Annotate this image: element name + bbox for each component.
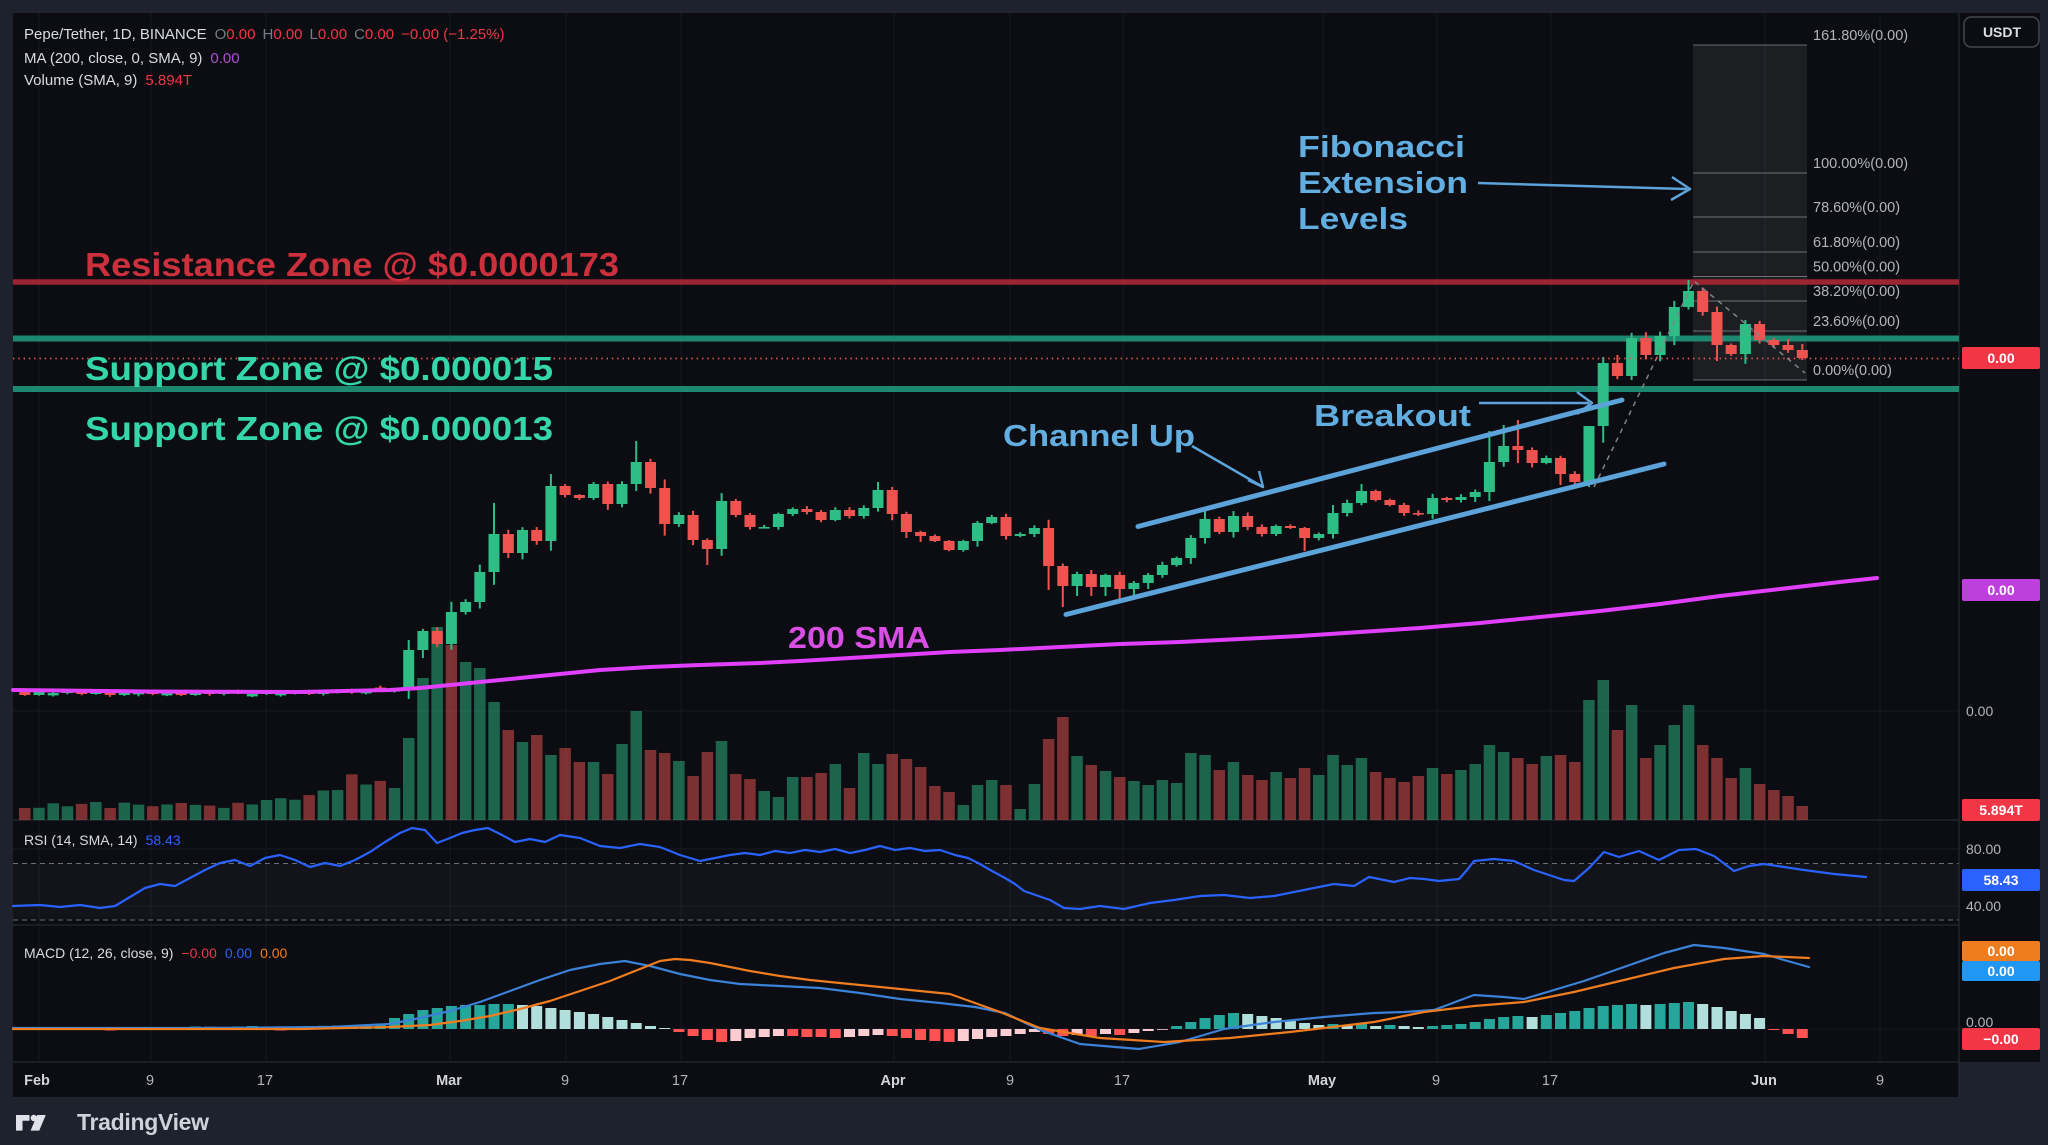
svg-text:23.60%(0.00): 23.60%(0.00) xyxy=(1813,314,1900,330)
svg-text:0.00: 0.00 xyxy=(1987,963,2014,979)
svg-text:USDT: USDT xyxy=(1983,24,2022,40)
svg-text:Channel Up: Channel Up xyxy=(1003,418,1195,453)
svg-text:MA (200, close, 0, SMA, 9)0.00: MA (200, close, 0, SMA, 9) 0.00 xyxy=(24,50,240,67)
svg-text:9: 9 xyxy=(561,1073,569,1089)
svg-text:61.80%(0.00): 61.80%(0.00) xyxy=(1813,235,1900,251)
svg-text:May: May xyxy=(1308,1073,1336,1089)
svg-text:9: 9 xyxy=(146,1073,154,1089)
svg-text:17: 17 xyxy=(672,1073,688,1089)
svg-text:58.43: 58.43 xyxy=(1983,872,2018,888)
svg-text:78.60%(0.00): 78.60%(0.00) xyxy=(1813,200,1900,216)
svg-text:17: 17 xyxy=(1542,1073,1558,1089)
svg-text:Feb: Feb xyxy=(24,1073,50,1089)
svg-text:Resistance Zone @ $0.0000173: Resistance Zone @ $0.0000173 xyxy=(85,246,619,283)
svg-text:9: 9 xyxy=(1876,1073,1884,1089)
svg-text:RSI (14, SMA, 14)58.43: RSI (14, SMA, 14) 58.43 xyxy=(24,832,181,848)
svg-text:17: 17 xyxy=(1114,1073,1130,1089)
svg-text:40.00: 40.00 xyxy=(1966,898,2001,914)
svg-text:17: 17 xyxy=(257,1073,273,1089)
svg-text:MACD (12, 26, close, 9)−0.000.: MACD (12, 26, close, 9) −0.00 0.00 0.00 xyxy=(24,945,288,961)
svg-text:5.894T: 5.894T xyxy=(1979,802,2023,818)
svg-text:0.00: 0.00 xyxy=(1987,350,2014,366)
svg-text:100.00%(0.00): 100.00%(0.00) xyxy=(1813,156,1908,172)
svg-text:Jun: Jun xyxy=(1751,1073,1777,1089)
svg-text:Breakout: Breakout xyxy=(1314,398,1471,433)
svg-text:Mar: Mar xyxy=(436,1073,462,1089)
svg-text:Support Zone @ $0.000013: Support Zone @ $0.000013 xyxy=(85,410,553,447)
svg-text:0.00: 0.00 xyxy=(1966,1014,1993,1030)
svg-text:Fibonacci: Fibonacci xyxy=(1298,129,1465,164)
svg-text:0.00: 0.00 xyxy=(1987,582,2014,598)
svg-text:0.00: 0.00 xyxy=(1966,703,1993,719)
svg-text:Support Zone @ $0.000015: Support Zone @ $0.000015 xyxy=(85,350,553,387)
svg-text:161.80%(0.00): 161.80%(0.00) xyxy=(1813,28,1908,44)
svg-text:Extension: Extension xyxy=(1298,165,1468,200)
svg-text:0.00: 0.00 xyxy=(1987,943,2014,959)
svg-text:200 SMA: 200 SMA xyxy=(788,620,930,655)
svg-text:80.00: 80.00 xyxy=(1966,841,2001,857)
svg-text:9: 9 xyxy=(1006,1073,1014,1089)
svg-text:0.00%(0.00): 0.00%(0.00) xyxy=(1813,363,1892,379)
svg-text:Levels: Levels xyxy=(1298,201,1408,236)
svg-text:−0.00: −0.00 xyxy=(1983,1031,2019,1047)
svg-text:9: 9 xyxy=(1432,1073,1440,1089)
svg-text:38.20%(0.00): 38.20%(0.00) xyxy=(1813,284,1900,300)
svg-text:TradingView: TradingView xyxy=(77,1109,209,1135)
svg-text:50.00%(0.00): 50.00%(0.00) xyxy=(1813,260,1900,276)
svg-text:Volume (SMA, 9)5.894T: Volume (SMA, 9) 5.894T xyxy=(24,72,192,89)
svg-text:Apr: Apr xyxy=(881,1073,906,1089)
